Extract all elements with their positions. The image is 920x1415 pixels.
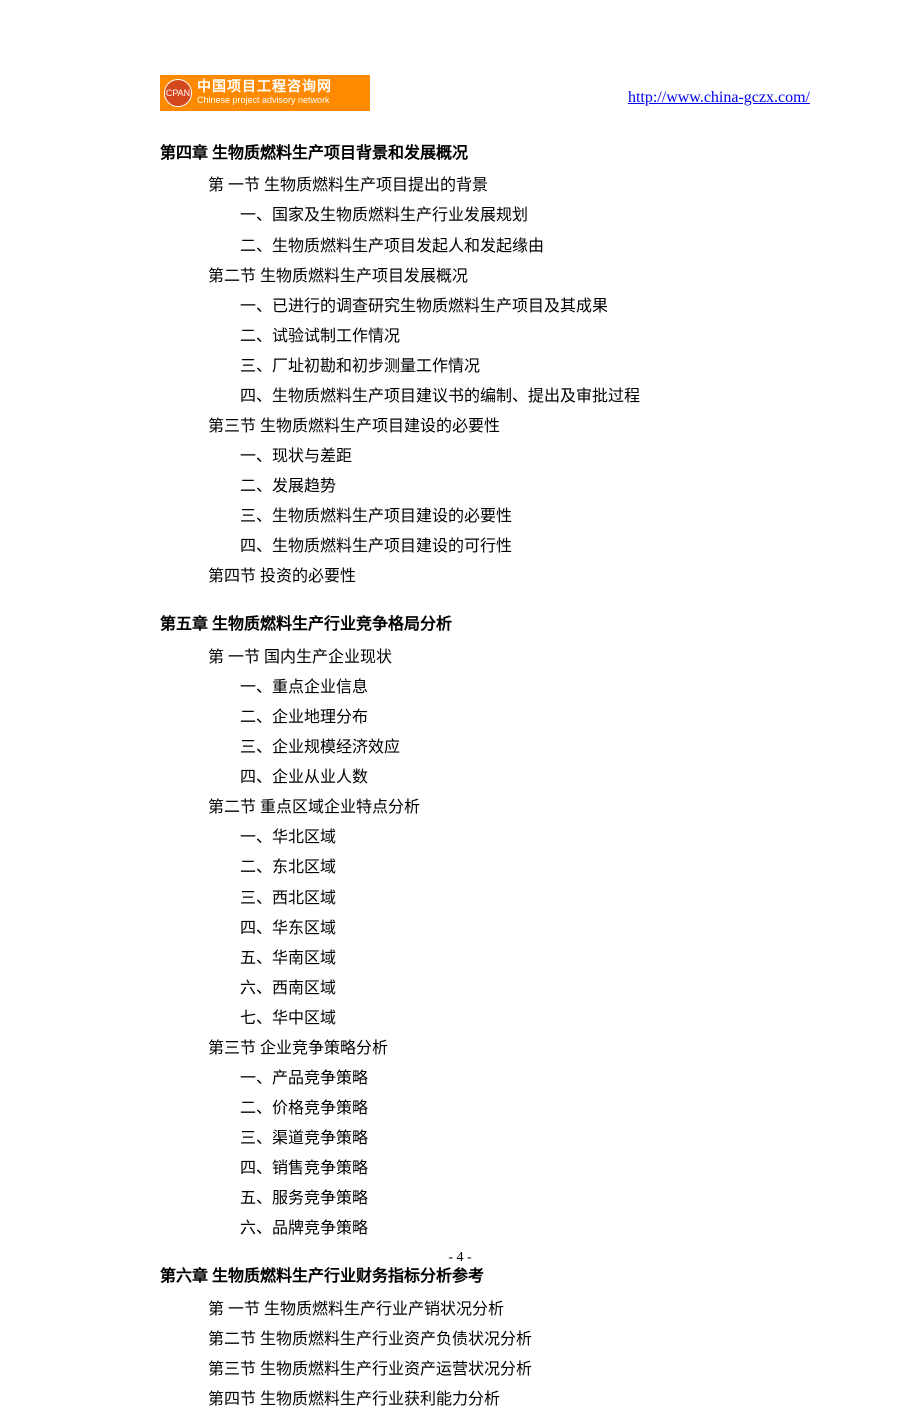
logo-text: 中国项目工程咨询网 Chinese project advisory netwo… (197, 81, 332, 105)
header-url-link[interactable]: http://www.china-gczx.com/ (628, 89, 810, 107)
toc-item: 三、企业规模经济效应 (160, 733, 810, 763)
logo-title-en: Chinese project advisory network (197, 96, 332, 105)
toc-item: 六、西南区域 (160, 974, 810, 1004)
toc-item: 一、华北区域 (160, 823, 810, 853)
toc-item: 二、生物质燃料生产项目发起人和发起缘由 (160, 232, 810, 262)
table-of-contents: 第四章 生物质燃料生产项目背景和发展概况第 一节 生物质燃料生产项目提出的背景一… (160, 139, 810, 1415)
toc-item: 五、服务竞争策略 (160, 1184, 810, 1214)
toc-item: 四、企业从业人数 (160, 763, 810, 793)
toc-item: 二、价格竞争策略 (160, 1094, 810, 1124)
section-heading: 第三节 生物质燃料生产项目建设的必要性 (160, 412, 810, 442)
section-heading: 第二节 生物质燃料生产项目发展概况 (160, 262, 810, 292)
toc-item: 五、华南区域 (160, 944, 810, 974)
toc-item: 一、重点企业信息 (160, 673, 810, 703)
toc-item: 一、已进行的调查研究生物质燃料生产项目及其成果 (160, 292, 810, 322)
toc-item: 四、销售竞争策略 (160, 1154, 810, 1184)
section-heading: 第三节 企业竞争策略分析 (160, 1034, 810, 1064)
site-logo: CPAN 中国项目工程咨询网 Chinese project advisory … (160, 75, 370, 111)
section-heading: 第二节 生物质燃料生产行业资产负债状况分析 (160, 1325, 810, 1355)
chapter-heading: 第六章 生物质燃料生产行业财务指标分析参考 (160, 1262, 810, 1292)
toc-item: 二、东北区域 (160, 853, 810, 883)
chapter-heading: 第四章 生物质燃料生产项目背景和发展概况 (160, 139, 810, 169)
toc-item: 二、企业地理分布 (160, 703, 810, 733)
section-heading: 第四节 投资的必要性 (160, 562, 810, 592)
toc-item: 一、现状与差距 (160, 442, 810, 472)
section-heading: 第三节 生物质燃料生产行业资产运营状况分析 (160, 1355, 810, 1385)
section-heading: 第 一节 生物质燃料生产行业产销状况分析 (160, 1295, 810, 1325)
page-header: CPAN 中国项目工程咨询网 Chinese project advisory … (160, 75, 810, 111)
toc-item: 三、西北区域 (160, 884, 810, 914)
toc-item: 三、厂址初勘和初步测量工作情况 (160, 352, 810, 382)
toc-item: 四、生物质燃料生产项目建设的可行性 (160, 532, 810, 562)
toc-item: 二、发展趋势 (160, 472, 810, 502)
page-number: - 4 - (0, 1250, 920, 1266)
toc-item: 七、华中区域 (160, 1004, 810, 1034)
logo-title-cn: 中国项目工程咨询网 (197, 81, 332, 96)
toc-item: 三、生物质燃料生产项目建设的必要性 (160, 502, 810, 532)
toc-item: 一、产品竞争策略 (160, 1064, 810, 1094)
toc-item: 一、国家及生物质燃料生产行业发展规划 (160, 201, 810, 231)
toc-item: 四、生物质燃料生产项目建议书的编制、提出及审批过程 (160, 382, 810, 412)
toc-item: 二、试验试制工作情况 (160, 322, 810, 352)
section-heading: 第 一节 国内生产企业现状 (160, 643, 810, 673)
toc-item: 六、品牌竞争策略 (160, 1214, 810, 1244)
section-heading: 第四节 生物质燃料生产行业获利能力分析 (160, 1385, 810, 1415)
logo-badge-icon: CPAN (164, 79, 192, 107)
chapter-heading: 第五章 生物质燃料生产行业竞争格局分析 (160, 610, 810, 640)
section-heading: 第二节 重点区域企业特点分析 (160, 793, 810, 823)
document-page: CPAN 中国项目工程咨询网 Chinese project advisory … (0, 0, 920, 1415)
toc-item: 三、渠道竞争策略 (160, 1124, 810, 1154)
section-heading: 第 一节 生物质燃料生产项目提出的背景 (160, 171, 810, 201)
toc-item: 四、华东区域 (160, 914, 810, 944)
